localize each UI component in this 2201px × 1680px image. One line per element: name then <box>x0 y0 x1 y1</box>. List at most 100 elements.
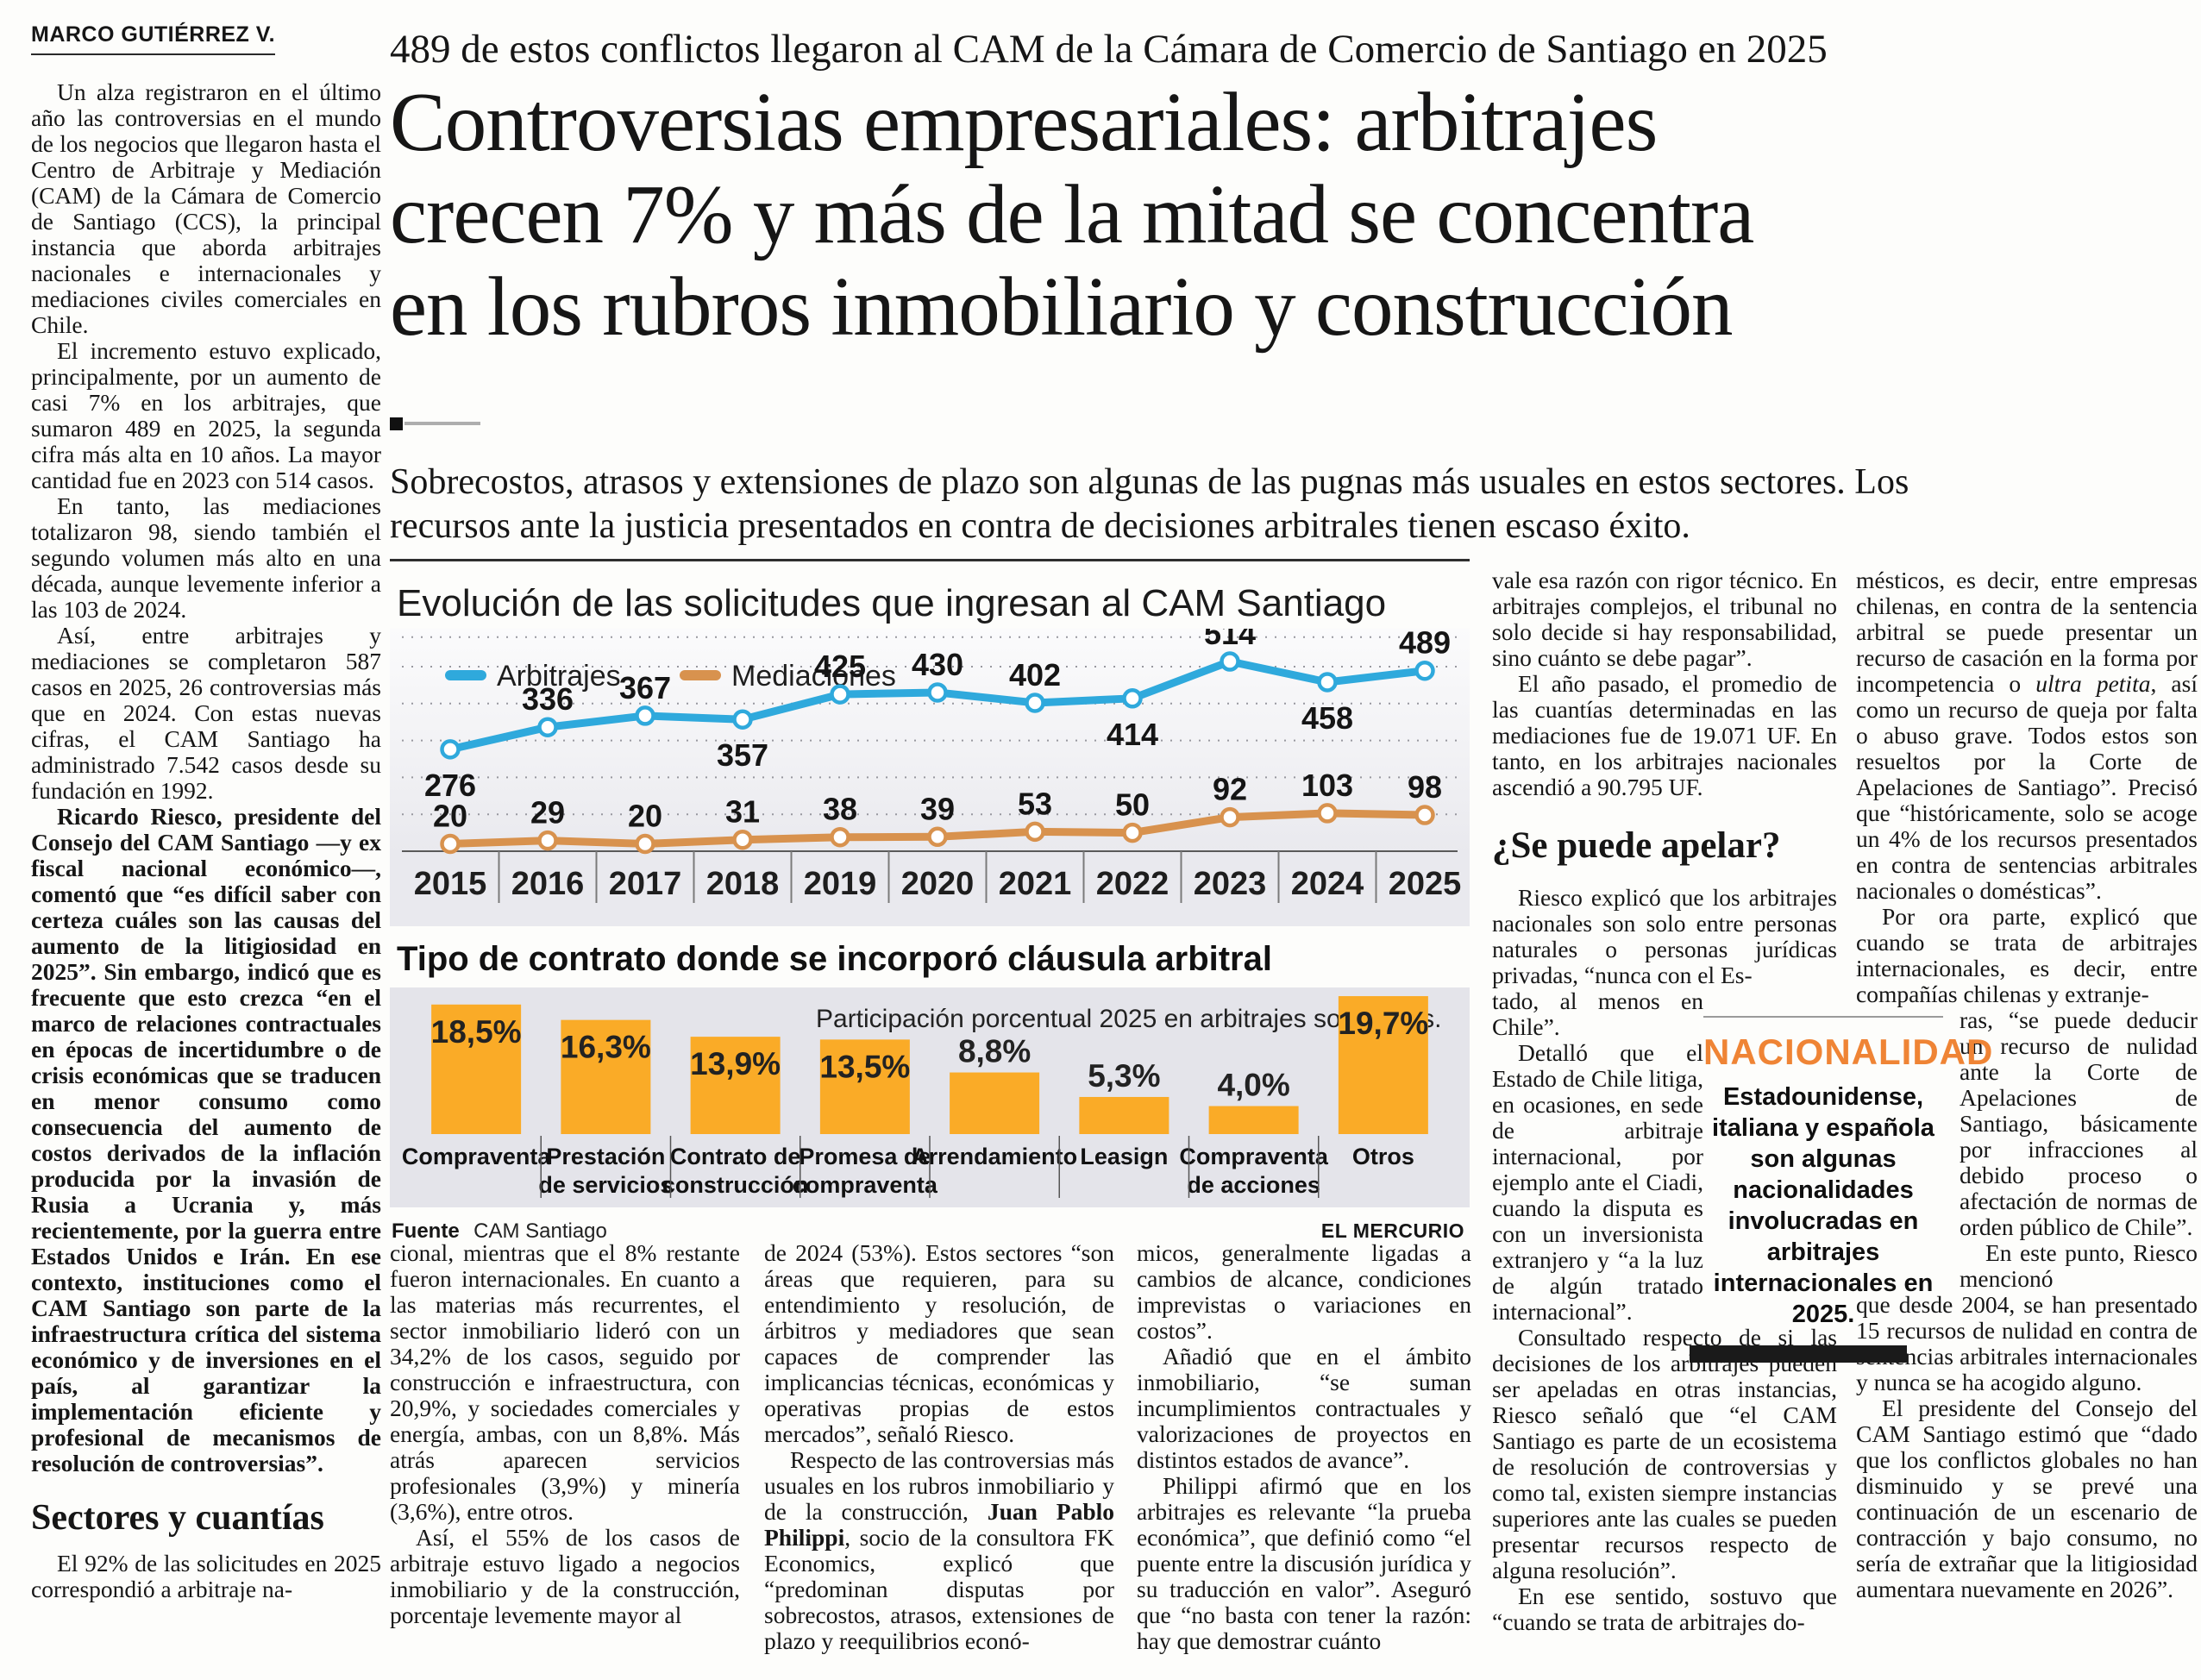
data-label: 50 <box>1115 787 1150 823</box>
paragraph: Philippi afirmó que en los arbitrajes es… <box>1137 1473 1471 1654</box>
deck: Sobrecostos, atrasos y extensiones de pl… <box>390 461 2175 549</box>
paragraph: Añadió que en el ámbito inmobiliario, “s… <box>1137 1344 1471 1473</box>
paragraph: mésticos, es decir, entre empresas chile… <box>1856 567 2198 904</box>
left-column: MARCO GUTIÉRREZ V. Un alza registraron e… <box>31 22 381 1602</box>
paragraph: vale esa razón con rigor técnico. En arb… <box>1492 567 1837 671</box>
data-label: 514 <box>1204 629 1256 651</box>
bar <box>690 1037 781 1134</box>
text-segment: Así, el 55% de los casos de arbitraje es… <box>390 1524 740 1628</box>
paragraph: que desde 2004, se han presentado 15 rec… <box>1856 1292 2198 1395</box>
x-tick-label: 2019 <box>804 866 877 902</box>
text-segment: Sectores y cuantías <box>31 1498 324 1538</box>
left-column-text: Un alza registraron en el último año las… <box>31 79 381 1602</box>
bar-category-label: Arrendamiento <box>912 1144 1077 1169</box>
data-point <box>732 709 753 730</box>
data-point <box>1317 672 1338 693</box>
text-segment: El presidente del Consejo del CAM Santia… <box>1856 1395 2198 1602</box>
text-segment: En tanto, las mediaciones totalizaron 98… <box>31 492 381 623</box>
bar-chart-area: Participación porcentual 2025 en arbitra… <box>390 987 1470 1207</box>
bar <box>819 1039 910 1134</box>
data-point <box>635 833 655 855</box>
headline-line: Controversias empresariales: arbitrajes <box>390 76 2192 168</box>
x-tick-label: 2021 <box>999 866 1072 902</box>
text-segment: El incremento estuvo explicado, principa… <box>31 337 381 493</box>
text-segment: El año pasado, el promedio de las cuantí… <box>1492 670 1837 800</box>
bar-value-label: 13,9% <box>690 1046 781 1081</box>
text-segment: micos, generalmente ligadas a cambios de… <box>1137 1239 1471 1344</box>
x-tick-label: 2018 <box>706 866 780 902</box>
paragraph: tado, al menos en Chile”. <box>1492 988 1703 1040</box>
headline-line: en los rubros inmobiliario y construcció… <box>390 260 2192 353</box>
box-top-rule <box>1703 1016 1943 1018</box>
data-point <box>440 739 461 760</box>
bar-value-label: 16,3% <box>561 1030 651 1065</box>
data-label: 489 <box>1399 629 1451 661</box>
text-segment: de 2024 (53%). Estos sectores “son áreas… <box>764 1239 1114 1447</box>
data-point <box>635 705 655 726</box>
data-label: 430 <box>912 647 963 682</box>
paragraph: El incremento estuvo explicado, principa… <box>31 338 381 493</box>
deck-line: recursos ante la justicia presentados en… <box>390 505 2175 549</box>
x-tick-label: 2023 <box>1194 866 1267 902</box>
legend-swatch-mediaciones <box>680 670 721 680</box>
text-segment: Consultado respecto de si las decisiones… <box>1492 1324 1837 1583</box>
data-label: 53 <box>1018 786 1052 821</box>
text-segment: vale esa razón con rigor técnico. En arb… <box>1492 567 1837 671</box>
text-segment: En ese sentido, sostuvo que “cuando se t… <box>1492 1583 1837 1635</box>
paragraph: ras, “se puede deducir un recurso de nul… <box>1960 1007 2198 1240</box>
data-label: 276 <box>424 768 476 803</box>
data-point <box>927 826 948 848</box>
paragraph: de 2024 (53%). Estos sectores “son áreas… <box>764 1240 1114 1447</box>
x-tick-label: 2022 <box>1096 866 1169 902</box>
data-label: 29 <box>530 795 565 831</box>
article-column-1: cional, mientras que el 8% restante fuer… <box>390 1240 740 1628</box>
text-segment: tado, al menos en Chile”. <box>1492 987 1703 1040</box>
bar-category-label: Contrato de <box>670 1144 801 1169</box>
headline-separator <box>390 416 735 430</box>
text-segment: ultra petita <box>2035 670 2151 697</box>
headline: Controversias empresariales: arbitrajes c… <box>390 76 2192 353</box>
x-tick-label: 2020 <box>901 866 975 902</box>
data-point <box>1122 822 1143 843</box>
series-mediaciones: 20 29 20 31 38 39 53 50 92 103 98 <box>433 768 1442 855</box>
line-chart-area: 2015 2016 2017 2018 2019 2020 2021 2022 2023 2024… <box>390 616 1470 926</box>
paragraph: Consultado respecto de si las decisiones… <box>1492 1325 1837 1583</box>
text-segment: cional, mientras que el 8% restante fuer… <box>390 1239 740 1525</box>
bar-value-label: 13,5% <box>819 1049 910 1084</box>
data-label: 39 <box>920 791 955 826</box>
article-column-2: de 2024 (53%). Estos sectores “son áreas… <box>764 1240 1114 1654</box>
article-column-5: mésticos, es decir, entre empresas chile… <box>1856 567 2198 1602</box>
paragraph: Así, entre arbitrajes y mediaciones se c… <box>31 623 381 804</box>
infographic: Evolución de las solicitudes que ingresa… <box>390 559 1470 1251</box>
bar-category-label: compraventa <box>793 1172 938 1198</box>
bar-value-label: 5,3% <box>1088 1058 1160 1094</box>
paragraph: Por ora parte, explicó que cuando se tra… <box>1856 904 2198 1007</box>
data-point <box>1025 693 1045 713</box>
section-subhead: ¿Se puede apelar? <box>1492 826 1837 866</box>
data-point <box>732 829 753 850</box>
data-point <box>1025 821 1045 843</box>
line-chart: 2015 2016 2017 2018 2019 2020 2021 2022 2023 2024… <box>402 616 1461 903</box>
paragraph: micos, generalmente ligadas a cambios de… <box>1137 1240 1471 1344</box>
bar-value-label: 18,5% <box>431 1014 522 1050</box>
separator-dot-icon <box>390 417 403 430</box>
text-segment: recursos ante la justicia presentados en… <box>390 506 1690 546</box>
text-segment: Juan Pablo Philippi <box>764 1498 1115 1551</box>
data-label: 336 <box>522 681 574 717</box>
bar-category-label: Promesa de <box>799 1144 931 1169</box>
bar <box>431 1004 522 1134</box>
data-point <box>1220 651 1240 672</box>
byline: MARCO GUTIÉRREZ V. <box>31 22 276 55</box>
data-point <box>1220 806 1240 828</box>
box-title: NACIONALIDAD <box>1703 1031 1994 1072</box>
data-point <box>927 682 948 703</box>
legend-label: Mediaciones <box>731 660 896 693</box>
paragraph: El presidente del Consejo del CAM Santia… <box>1856 1395 2198 1602</box>
legend-label: Arbitrajes <box>497 660 621 693</box>
bar-category-label: de acciones <box>1187 1172 1320 1198</box>
data-point <box>830 684 850 705</box>
data-point <box>440 833 461 855</box>
source-value: CAM Santiago <box>473 1219 607 1243</box>
data-label: 92 <box>1213 772 1247 807</box>
